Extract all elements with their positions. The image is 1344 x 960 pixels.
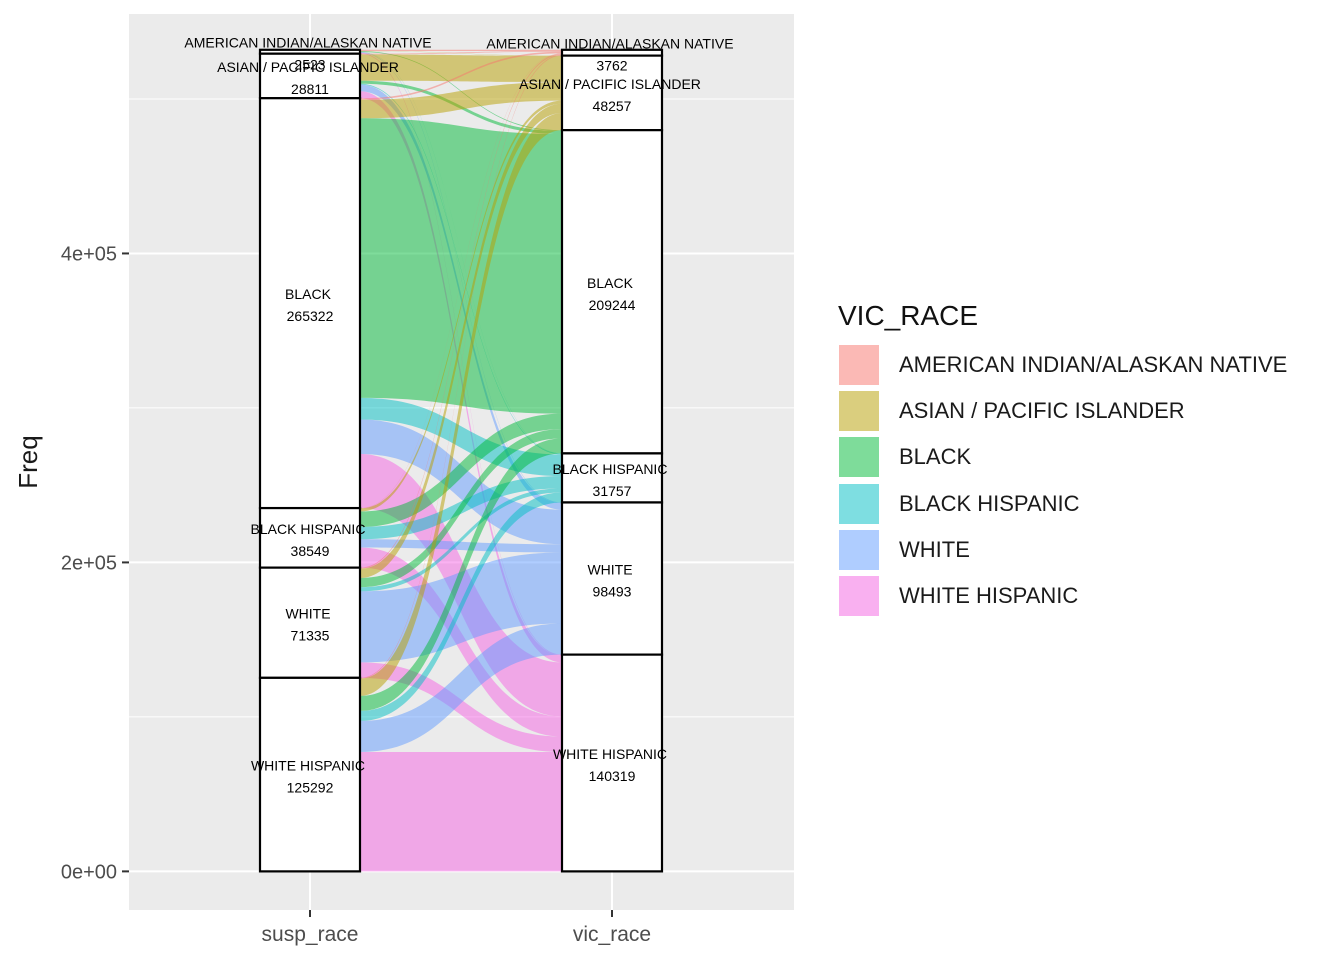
legend-item: BLACK [838,434,1287,480]
stratum-label: BLACK HISPANIC [251,521,366,537]
legend-items: AMERICAN INDIAN/ALASKAN NATIVE ASIAN / PA… [838,342,1287,619]
stratum-label: BLACK HISPANIC [553,461,668,477]
y-axis-title: Freq [13,435,43,488]
legend-key [838,575,880,618]
y-tick-label: 2e+05 [61,552,117,574]
stratum-count: 265322 [287,308,334,324]
legend-item: AMERICAN INDIAN/ALASKAN NATIVE [838,342,1287,388]
stratum-label: WHITE HISPANIC [251,758,365,774]
legend-item: WHITE HISPANIC [838,573,1287,619]
stratum-count: 48257 [593,98,632,114]
stratum-label: WHITE [285,606,330,622]
flow-band [360,413,562,527]
stratum-label: WHITE [587,562,632,578]
axis-layer: 0e+00 2e+05 4e+05 susp_race vic_race [61,243,651,946]
flow-band [360,623,562,752]
flow-band [360,82,562,119]
flow-band [360,397,562,477]
stratum-count: 3762 [596,58,627,74]
legend-label: WHITE HISPANIC [899,583,1079,609]
legend-label: AMERICAN INDIAN/ALASKAN NATIVE [899,352,1288,378]
legend: VIC_RACE AMERICAN INDIAN/ALASKAN NATIVE A… [838,300,1287,619]
stratum-label: BLACK [587,275,634,291]
legend-item: WHITE [838,527,1287,573]
legend-key [838,436,880,479]
flow-band [360,488,562,592]
flow-band [360,112,562,696]
flow-band [360,49,562,52]
flow-band [360,54,562,679]
y-tick-label: 4e+05 [61,243,117,265]
flow-band [360,751,562,872]
legend-key [838,482,880,525]
legend-item: ASIAN / PACIFIC ISLANDER [838,388,1287,434]
stratum-label: ASIAN / PACIFIC ISLANDER [217,59,399,75]
legend-key [838,344,880,387]
stratum-box-black-hispanic [258,506,362,569]
stratum-count: 2523 [294,57,325,73]
stratum-box-black-hispanic [560,452,664,504]
flow-band [360,51,562,55]
flow-band [360,429,562,588]
flow-band [360,492,562,721]
stratum-label: AMERICAN INDIAN/ALASKAN NATIVE [486,36,733,52]
flow-band [360,419,562,545]
legend-label: BLACK HISPANIC [899,490,1080,516]
y-tick-label: 0e+00 [61,861,117,883]
stratum-count: 71335 [291,628,330,644]
stratum-box-white-hispanic [560,653,664,873]
stratum-box-white [258,566,362,679]
legend-label: WHITE [899,536,970,562]
stratum-label: ASIAN / PACIFIC ISLANDER [519,76,701,92]
stratum-count: 28811 [291,81,329,97]
flow-band [360,100,562,512]
legend-key [838,528,880,571]
legend-title: VIC_RACE [838,300,979,331]
stratum-label: WHITE HISPANIC [553,746,667,762]
stratum-count: 98493 [593,584,632,600]
stratum-count: 140319 [589,768,636,784]
stratum-box-black [258,97,362,510]
flow-band [360,53,562,509]
flow-band [360,539,562,553]
stratum-label: AMERICAN INDIAN/ALASKAN NATIVE [184,35,431,51]
stratum-box-white [560,501,664,656]
legend-label: ASIAN / PACIFIC ISLANDER [899,398,1185,424]
legend-label: BLACK [899,444,972,470]
stratum-count: 31757 [593,483,632,499]
stratum-box-black [560,129,664,455]
stratum-count: 209244 [589,297,636,313]
flow-band [360,51,562,56]
flow-band [360,51,562,100]
flow-band [360,54,562,83]
flow-band [360,118,562,414]
flow-layer [360,49,562,872]
stratum-label: BLACK [285,286,332,302]
stratum-count: 38549 [291,543,330,559]
flow-band [360,662,562,752]
flow-band [360,103,562,578]
legend-item: BLACK HISPANIC [838,481,1287,527]
legend-key [838,390,880,433]
strata-layer: AMERICAN INDIAN/ALASKAN NATIVE2523ASIAN … [184,35,734,873]
stratum-count: 125292 [287,780,334,796]
stratum-box-white-hispanic [258,676,362,873]
flow-band [360,438,562,711]
flow-band [360,53,562,569]
x-tick-label: vic_race [573,923,651,946]
x-tick-label: susp_race [262,923,359,946]
